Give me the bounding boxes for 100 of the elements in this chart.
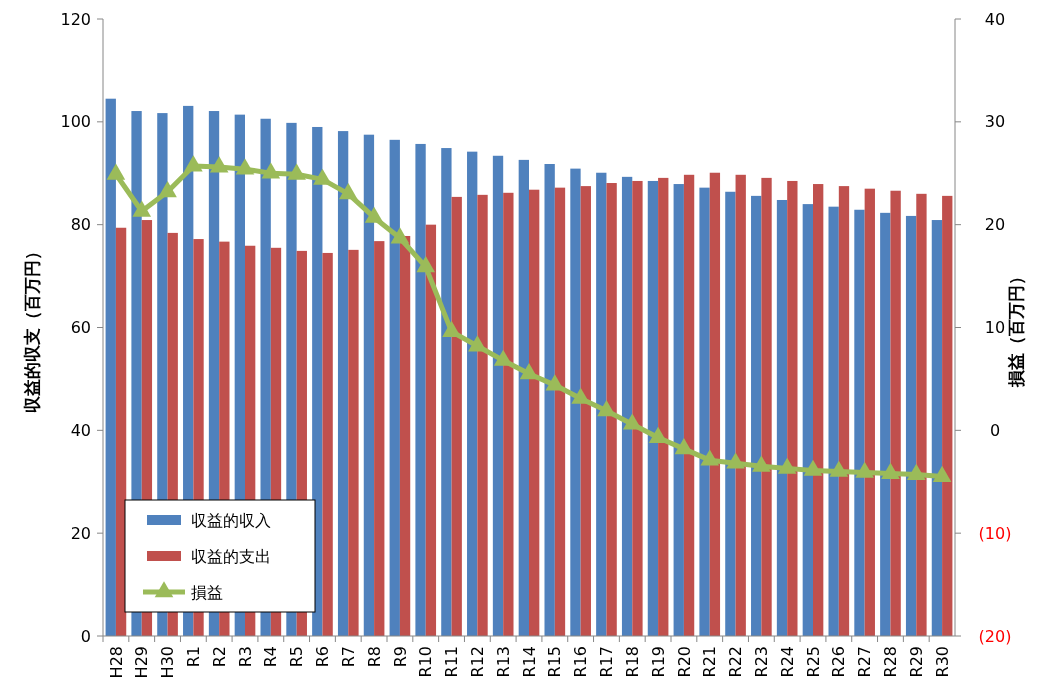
- bar: [709, 172, 721, 636]
- x-tick-label: H30: [158, 646, 178, 679]
- bar: [751, 195, 762, 636]
- x-tick-label: R29: [906, 646, 926, 678]
- y-tick-label: 120: [60, 9, 91, 29]
- bar: [399, 235, 411, 636]
- x-tick-label: R3: [235, 646, 255, 668]
- bar: [503, 192, 514, 636]
- x-tick-label: H28: [106, 646, 126, 679]
- y2-tick-label: (10): [978, 523, 1012, 543]
- bar: [363, 134, 375, 636]
- x-tick-label: R18: [622, 646, 642, 678]
- x-tick-label: R28: [881, 646, 901, 678]
- point: [493, 349, 513, 366]
- bar: [570, 168, 581, 636]
- point: [313, 168, 332, 185]
- bar: [415, 143, 426, 636]
- bar: [647, 180, 659, 636]
- legend-label: 収益的支出: [191, 546, 271, 566]
- y2-tick-label: 0: [989, 420, 1001, 440]
- x-tick-label: R12: [467, 646, 487, 678]
- point: [700, 449, 720, 466]
- point: [674, 438, 694, 455]
- x-tick-label: R22: [726, 646, 746, 678]
- bar: [916, 193, 927, 636]
- point: [519, 363, 539, 380]
- bar: [658, 177, 669, 636]
- point: [648, 426, 668, 443]
- x-tick-label: R19: [648, 646, 668, 678]
- x-tick-label: R1: [183, 646, 203, 668]
- bar: [451, 196, 462, 636]
- x-tick-label: R15: [545, 646, 565, 678]
- bar: [477, 194, 488, 636]
- point: [932, 465, 952, 482]
- x-tick-label: R30: [932, 646, 952, 678]
- x-tick-label: R6: [313, 646, 333, 668]
- bar: [441, 148, 452, 636]
- x-tick-label: R20: [674, 646, 694, 678]
- point: [261, 162, 281, 179]
- x-tick-label: R26: [829, 646, 849, 678]
- x-tick-label: R23: [751, 646, 771, 678]
- bar: [529, 189, 540, 636]
- y-tick-label: 60: [70, 318, 91, 338]
- bar: [621, 176, 633, 636]
- y-tick-label: 40: [70, 420, 91, 440]
- x-tick-label: R8: [364, 646, 384, 668]
- y-tick-label: 80: [70, 215, 91, 235]
- x-tick-label: H29: [132, 646, 152, 679]
- bar: [942, 195, 953, 636]
- bar: [467, 151, 478, 636]
- legend-label: 収益的収入: [191, 510, 271, 530]
- x-tick-label: R21: [700, 646, 720, 678]
- point: [287, 163, 306, 180]
- bar: [337, 131, 349, 636]
- x-tick-label: R27: [855, 646, 875, 678]
- bar: [580, 186, 591, 636]
- bar: [544, 164, 555, 636]
- bar: [890, 190, 901, 636]
- bar: [348, 249, 359, 636]
- point: [622, 413, 642, 430]
- point: [132, 200, 152, 217]
- point: [416, 256, 436, 273]
- point: [881, 462, 900, 479]
- bar: [854, 209, 865, 636]
- x-tick-label: R2: [209, 646, 229, 668]
- x-tick-label: R5: [287, 646, 307, 668]
- bar: [389, 139, 400, 636]
- point: [803, 459, 823, 476]
- legend-label: 損益: [191, 582, 223, 602]
- x-tick-label: R11: [442, 646, 462, 678]
- bar: [374, 241, 385, 636]
- bar: [880, 212, 891, 636]
- x-tick-label: R14: [519, 646, 539, 678]
- bar: [606, 183, 617, 636]
- point: [106, 163, 126, 180]
- point: [209, 156, 229, 173]
- y2-tick-label: 40: [984, 9, 1006, 29]
- point: [338, 183, 358, 200]
- bar: [632, 180, 643, 636]
- bar: [673, 184, 684, 636]
- point: [158, 181, 177, 198]
- y-tick-label: 0: [80, 626, 91, 646]
- point: [235, 158, 255, 175]
- bar: [683, 174, 695, 636]
- x-tick-label: R16: [571, 646, 591, 678]
- bar: [425, 224, 437, 636]
- point: [855, 461, 874, 478]
- y2-axis-title: 損益（百万円）: [1006, 268, 1026, 388]
- bar: [813, 184, 824, 636]
- y2-tick-label: 10: [984, 318, 1006, 338]
- bar: [931, 220, 943, 636]
- bar: [776, 199, 788, 636]
- y2-tick-label: 20: [984, 215, 1006, 235]
- bar: [518, 159, 529, 636]
- bar: [761, 177, 772, 636]
- bar: [322, 252, 333, 636]
- x-tick-label: R24: [777, 646, 797, 678]
- x-tick-label: R25: [803, 646, 823, 678]
- x-tick-label: R13: [493, 646, 513, 678]
- point: [442, 320, 461, 337]
